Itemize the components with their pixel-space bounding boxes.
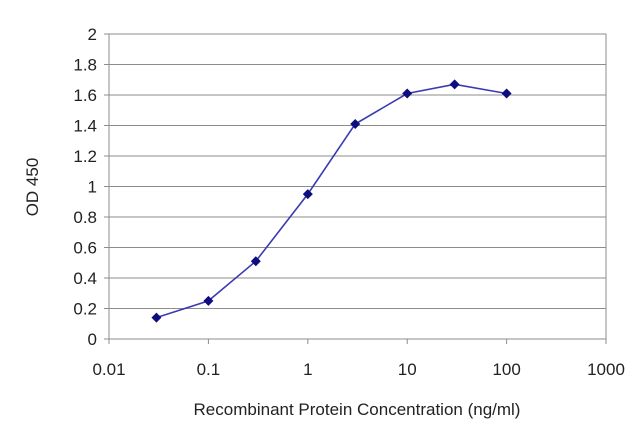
y-tick-label: 0.6 [73,239,97,258]
y-tick-label: 1.6 [73,86,97,105]
x-tick-label: 10 [398,360,417,379]
y-tick-label: 0.8 [73,208,97,227]
data-point [151,312,162,323]
y-tick-label: 0.2 [73,300,97,319]
x-tick-label: 0.01 [92,360,125,379]
gridlines [109,64,606,309]
y-tick-label: 0 [88,330,97,349]
x-axis-title: Recombinant Protein Concentration (ng/ml… [194,400,521,419]
y-tick-label: 1.4 [73,117,97,136]
x-tick-label: 1000 [587,360,625,379]
x-tick-label: 1 [303,360,312,379]
data-point [350,118,361,129]
y-tick-label: 1.2 [73,147,97,166]
axis-ticks: 0 0.2 0.4 0.6 0.8 1 1.2 1.4 1.6 1.8 2 0.01 0.1 1 10 100… [73,25,625,379]
y-tick-label: 0.4 [73,269,97,288]
x-tick-label: 0.1 [197,360,221,379]
y-tick-label: 2 [88,25,97,44]
data-series [151,79,512,323]
y-tick-label: 1.8 [73,56,97,75]
data-point [501,88,512,99]
series-line [156,83,507,319]
data-point [402,88,413,99]
data-point [302,189,313,200]
data-point [250,256,261,267]
data-point [449,79,460,90]
x-tick-label: 100 [492,360,520,379]
y-axis-title: OD 450 [23,158,42,217]
data-point [203,295,214,306]
y-tick-label: 1 [88,178,97,197]
